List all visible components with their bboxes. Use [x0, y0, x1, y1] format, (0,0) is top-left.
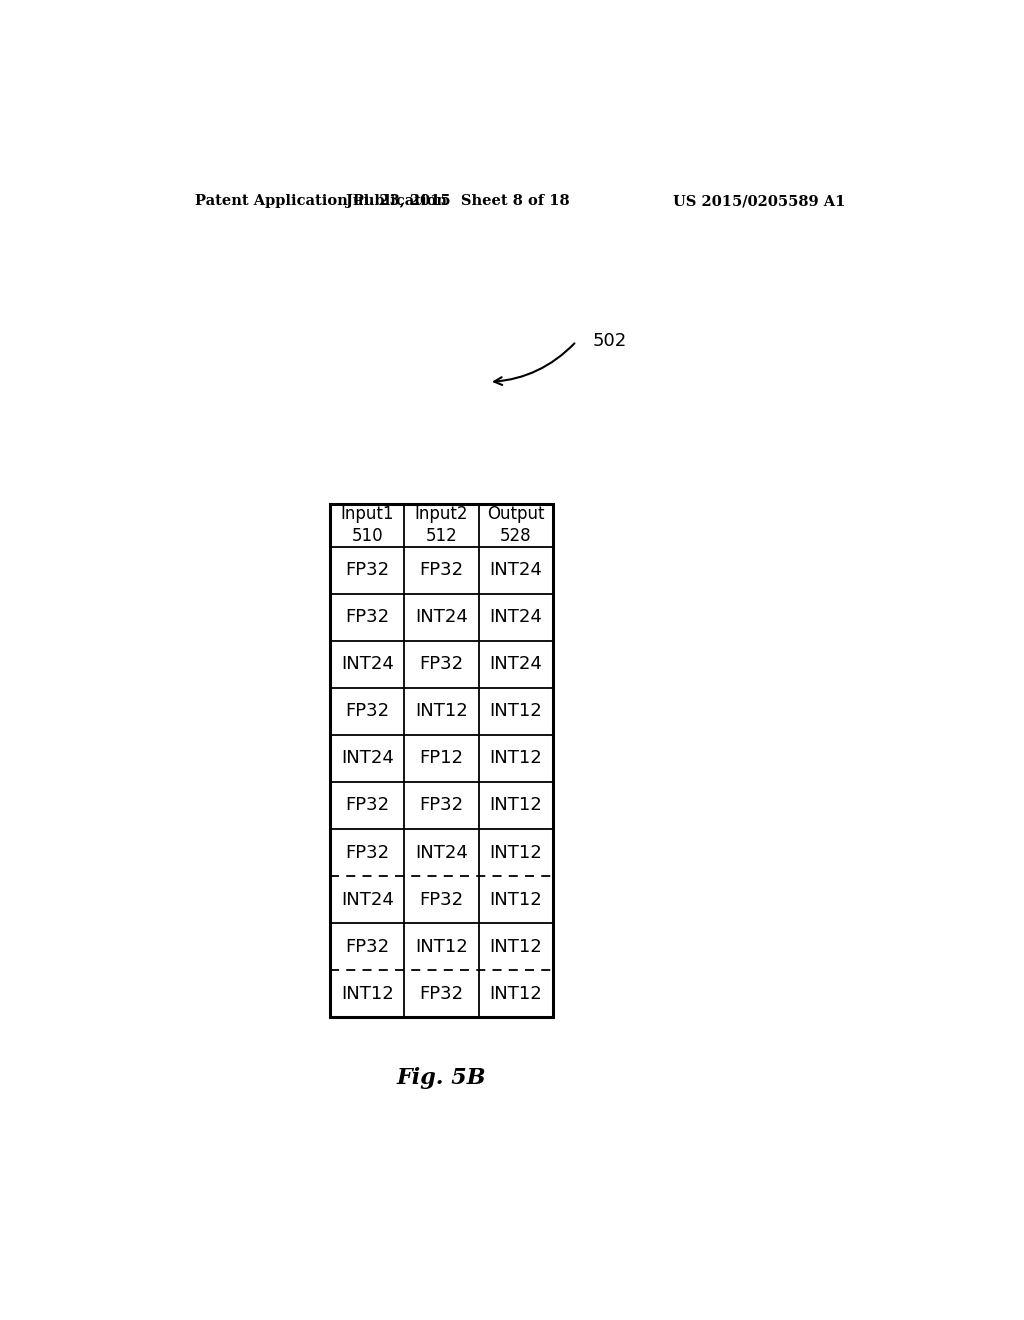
Text: INT12: INT12: [489, 843, 542, 862]
Text: INT24: INT24: [341, 750, 394, 767]
Text: INT12: INT12: [489, 985, 542, 1003]
Text: Output
528: Output 528: [486, 506, 545, 545]
Text: INT12: INT12: [489, 750, 542, 767]
Text: INT24: INT24: [415, 843, 468, 862]
Text: Fig. 5B: Fig. 5B: [396, 1068, 486, 1089]
Text: FP32: FP32: [345, 796, 389, 814]
Text: INT12: INT12: [415, 702, 468, 721]
Text: INT12: INT12: [489, 891, 542, 908]
Text: INT12: INT12: [489, 702, 542, 721]
Text: INT24: INT24: [341, 655, 394, 673]
Text: Patent Application Publication: Patent Application Publication: [196, 194, 447, 209]
Text: INT12: INT12: [415, 937, 468, 956]
Text: 502: 502: [592, 333, 627, 350]
Text: FP32: FP32: [345, 609, 389, 626]
Text: FP32: FP32: [420, 655, 464, 673]
Text: INT24: INT24: [489, 609, 542, 626]
Bar: [331, 504, 553, 1018]
Text: FP32: FP32: [420, 985, 464, 1003]
Text: INT24: INT24: [489, 655, 542, 673]
Text: FP32: FP32: [345, 561, 389, 579]
Text: FP32: FP32: [345, 702, 389, 721]
Text: INT12: INT12: [341, 985, 394, 1003]
Text: Input1
510: Input1 510: [341, 506, 394, 545]
Text: INT24: INT24: [341, 891, 394, 908]
Text: INT24: INT24: [489, 561, 542, 579]
Text: Input2
512: Input2 512: [415, 506, 468, 545]
Text: FP32: FP32: [420, 891, 464, 908]
Text: INT12: INT12: [489, 796, 542, 814]
Text: US 2015/0205589 A1: US 2015/0205589 A1: [673, 194, 845, 209]
Text: INT24: INT24: [415, 609, 468, 626]
Text: Jul. 23, 2015  Sheet 8 of 18: Jul. 23, 2015 Sheet 8 of 18: [345, 194, 569, 209]
Text: FP32: FP32: [420, 796, 464, 814]
Text: FP32: FP32: [345, 843, 389, 862]
Text: INT12: INT12: [489, 937, 542, 956]
Text: FP32: FP32: [420, 561, 464, 579]
Text: FP12: FP12: [420, 750, 464, 767]
Text: FP32: FP32: [345, 937, 389, 956]
